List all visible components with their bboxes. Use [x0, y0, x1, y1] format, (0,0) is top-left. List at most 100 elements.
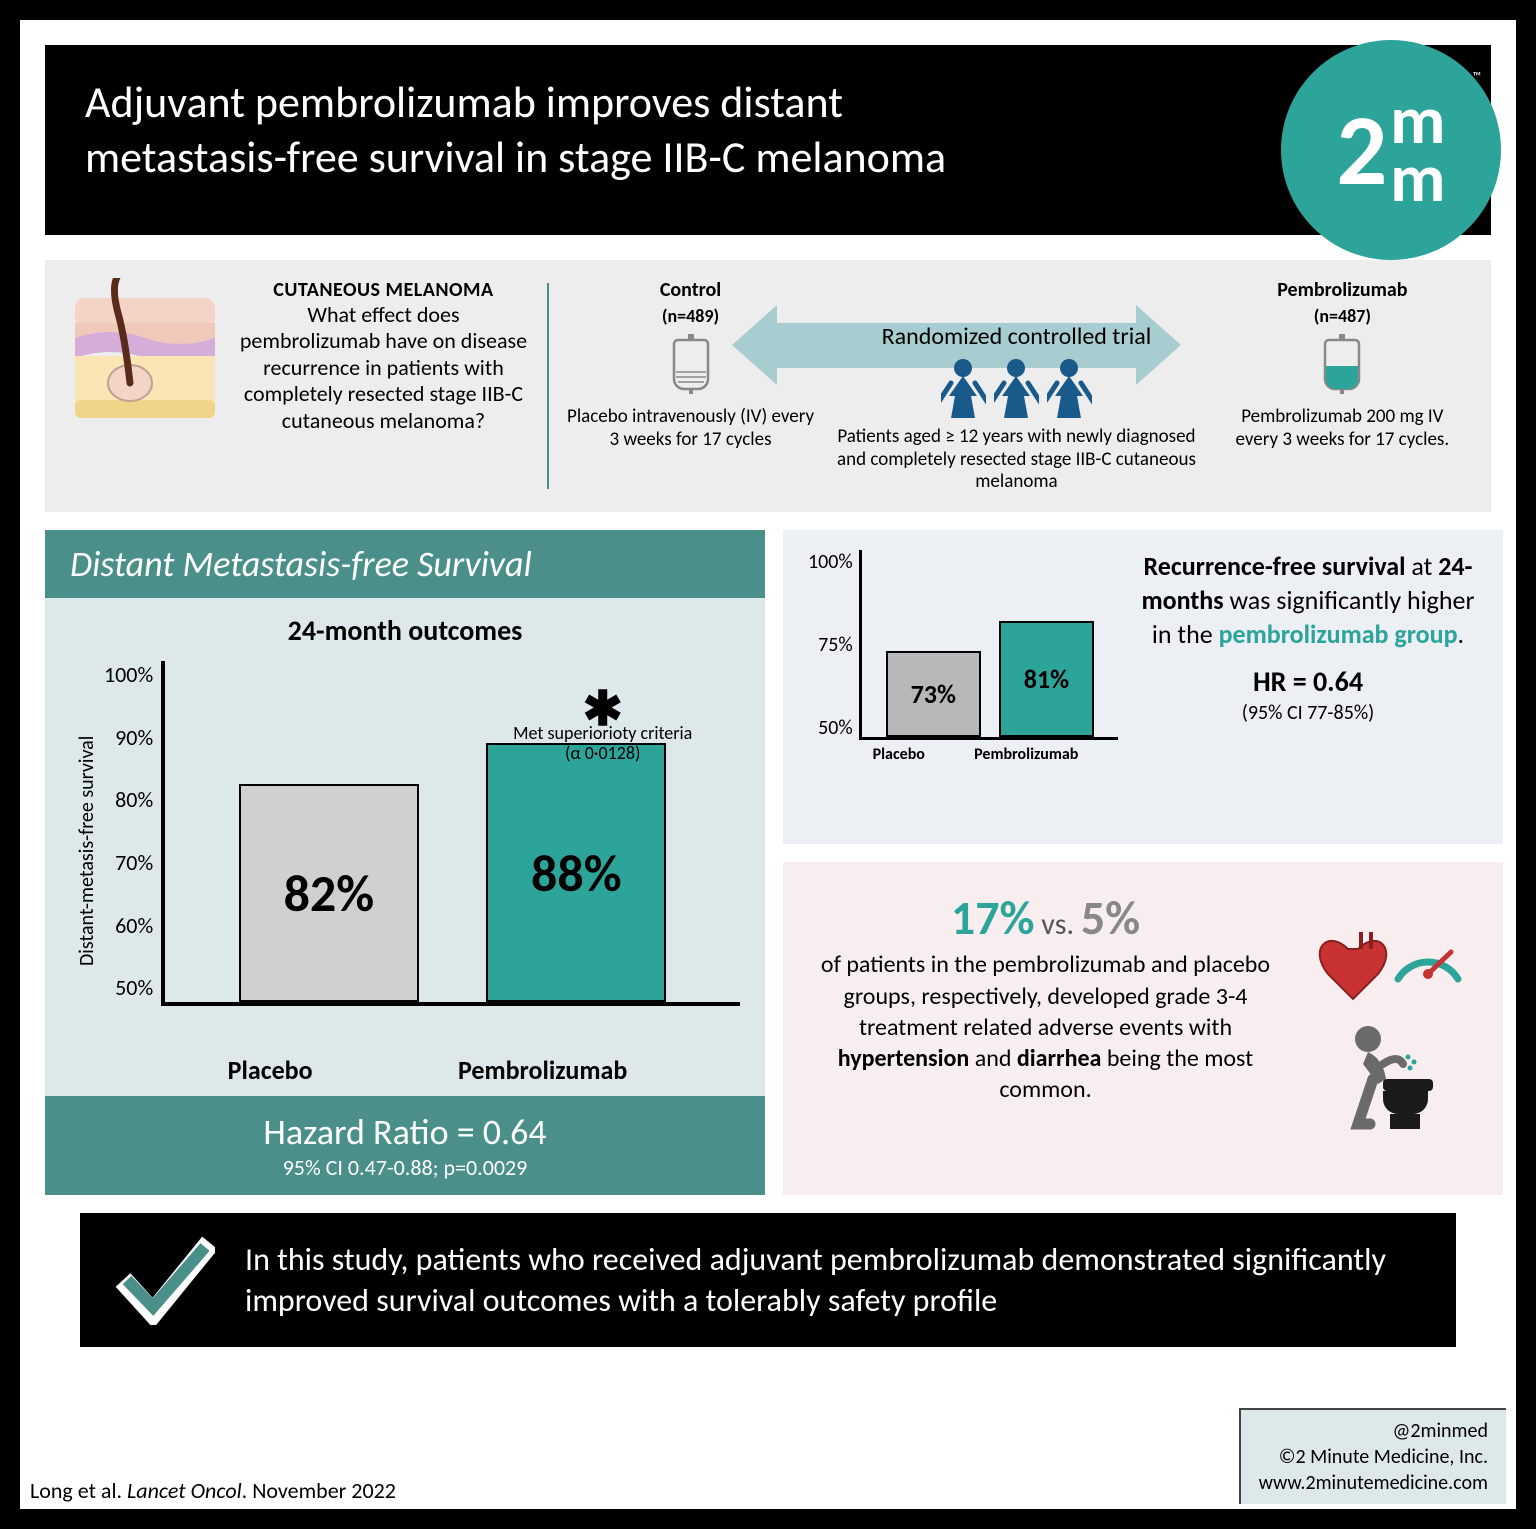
x-label: Pembrolizumab — [974, 745, 1078, 764]
rfs-text-bold1: Recurrence-free survival — [1143, 550, 1405, 582]
y-tick: 50% — [818, 716, 853, 740]
conclusion-band: In this study, patients who received adj… — [80, 1213, 1456, 1347]
logo-number: 2 — [1336, 113, 1387, 188]
copyright-box: @2minmed ©2 Minute Medicine, Inc. www.2m… — [1239, 1408, 1506, 1504]
rfs-bar-value: 81% — [1024, 663, 1069, 695]
brand-logo: 2 m m ™ — [1281, 40, 1501, 260]
ae-bold-hypertension: hypertension — [838, 1044, 970, 1073]
population-block: Randomized controlled trial Patients age… — [832, 278, 1201, 494]
rfs-teal-text: pembrolizumab group — [1219, 618, 1458, 650]
dmfs-panel-title: Distant Metastasis-free Survival — [45, 530, 765, 598]
main-title: Adjuvant pembrolizumab improves distant … — [85, 75, 985, 185]
citation-date: . November 2022 — [242, 1477, 396, 1504]
ae-icon-column — [1303, 887, 1473, 1170]
citation-journal: Lancet Oncol — [127, 1477, 242, 1504]
y-tick: 90% — [115, 724, 153, 751]
dmfs-chart-area: 24-month outcomes Distant-metasis-free s… — [45, 598, 765, 1096]
rfs-bar-treatment: 81% — [999, 621, 1094, 737]
x-label: Pembrolizumab — [458, 1054, 627, 1086]
asterisk-icon: ✱ — [513, 695, 692, 724]
dmfs-y-axis-label: Distant-metasis-free survival — [70, 656, 104, 1046]
rfs-confidence-interval: (95% CI 77-85%) — [1138, 700, 1478, 726]
infographic-frame: Adjuvant pembrolizumab improves distant … — [0, 0, 1536, 1529]
person-icon — [994, 358, 1039, 420]
divider — [547, 283, 549, 489]
x-label: Placebo — [228, 1054, 313, 1086]
rfs-text: at — [1406, 550, 1439, 582]
ae-text-block: 17% vs. 5% of patients in the pembrolizu… — [813, 887, 1278, 1170]
study-question-block: CUTANEOUS MELANOMA What effect does pemb… — [238, 278, 529, 494]
dmfs-confidence-interval: 95% CI 0.47-0.88; p=0.0029 — [55, 1154, 755, 1181]
skin-cross-section-icon — [70, 278, 220, 428]
dmfs-plot-area: 82% ✱ Met superiorioty criteria (α 0·012… — [161, 661, 740, 1006]
rct-label: Randomized controlled trial — [832, 323, 1201, 352]
y-tick: 50% — [115, 974, 153, 1001]
people-icons — [832, 358, 1201, 420]
ae-vs-text: vs. — [1035, 906, 1081, 943]
ae-bold-diarrhea: diarrhea — [1017, 1044, 1102, 1073]
rfs-chart: 100% 75% 50% 73% 81% Placebo — [808, 550, 1118, 829]
person-icon — [1047, 358, 1092, 420]
trademark-icon: ™ — [1473, 70, 1481, 84]
superiority-note: ✱ Met superiorioty criteria (α 0·0128) — [513, 695, 692, 763]
population-description: Patients aged ≥ 12 years with newly diag… — [832, 426, 1201, 494]
y-tick: 100% — [808, 550, 853, 574]
person-toilet-icon — [1328, 1024, 1448, 1134]
dmfs-bar-chart: Distant-metasis-free survival 100% 90% 8… — [70, 656, 740, 1046]
control-description: Placebo intravenously (IV) every 3 weeks… — [567, 406, 814, 452]
rfs-y-ticks: 100% 75% 50% — [808, 550, 859, 740]
person-icon — [941, 358, 986, 420]
dmfs-hazard-ratio: Hazard Ratio = 0.64 — [55, 1110, 755, 1154]
rfs-text: . — [1458, 618, 1465, 650]
rfs-hazard-ratio: HR = 0.64 — [1138, 664, 1478, 700]
adverse-events-panel: 17% vs. 5% of patients in the pembrolizu… — [783, 862, 1503, 1195]
y-tick: 75% — [818, 633, 853, 657]
superiority-text: Met superiorioty criteria — [513, 724, 692, 744]
citation: Long et al. Lancet Oncol. November 2022 — [30, 1477, 396, 1504]
disease-label: CUTANEOUS MELANOMA — [238, 278, 529, 302]
dmfs-panel: Distant Metastasis-free Survival 24-mont… — [45, 530, 765, 1195]
ae-body-text: of patients in the pembrolizumab and pla… — [821, 950, 1270, 1041]
dmfs-bar-value: 82% — [284, 861, 375, 925]
dmfs-stats-footer: Hazard Ratio = 0.64 95% CI 0.47-0.88; p=… — [45, 1096, 765, 1195]
ae-pct-control: 5% — [1081, 888, 1140, 947]
checkmark-icon — [115, 1235, 215, 1325]
dmfs-bar-treatment: ✱ Met superiorioty criteria (α 0·0128) 8… — [486, 743, 666, 1002]
study-question-text: What effect does pembrolizumab have on d… — [238, 302, 529, 434]
dmfs-x-labels: Placebo Pembrolizumab — [70, 1046, 740, 1086]
dmfs-y-ticks: 100% 90% 80% 70% 60% 50% — [104, 661, 161, 1001]
y-tick: 100% — [104, 661, 153, 688]
treatment-description: Pembrolizumab 200 mg IV every 3 weeks fo… — [1219, 406, 1466, 452]
ae-body-text: and — [969, 1044, 1017, 1073]
copyright-text: ©2 Minute Medicine, Inc. — [1259, 1444, 1488, 1470]
heart-gauge-icon — [1313, 924, 1463, 1004]
website-url: www.2minutemedicine.com — [1259, 1470, 1488, 1496]
rfs-bar-placebo: 73% — [886, 651, 981, 737]
rfs-text-block: Recurrence-free survival at 24-months wa… — [1138, 550, 1478, 829]
conclusion-text: In this study, patients who received adj… — [245, 1239, 1421, 1322]
superiority-alpha: (α 0·0128) — [513, 744, 692, 764]
ae-pct-treatment: 17% — [951, 888, 1035, 947]
y-tick: 60% — [115, 912, 153, 939]
x-label: Placebo — [873, 745, 925, 764]
treatment-arm-block: Pembrolizumab (n=487) Pembrolizumab 200 … — [1219, 278, 1466, 494]
logo-m-bottom: m — [1390, 150, 1445, 208]
rfs-plot-area: 73% 81% — [859, 550, 1118, 740]
rfs-panel: 100% 75% 50% 73% 81% Placebo — [783, 530, 1503, 844]
study-design-band: CUTANEOUS MELANOMA What effect does pemb… — [45, 260, 1491, 512]
control-label: Control — [567, 278, 814, 302]
iv-bag-icon — [666, 334, 716, 394]
treatment-label: Pembrolizumab — [1219, 278, 1466, 302]
social-handle: @2minmed — [1259, 1418, 1488, 1444]
dmfs-chart-title: 24-month outcomes — [70, 613, 740, 648]
treatment-n: (n=487) — [1219, 306, 1466, 328]
citation-author: Long et al. — [30, 1477, 127, 1504]
dmfs-bar-placebo: 82% — [239, 784, 419, 1002]
y-tick: 70% — [115, 849, 153, 876]
header-band: Adjuvant pembrolizumab improves distant … — [45, 45, 1491, 235]
rfs-x-labels: Placebo Pembrolizumab — [808, 740, 1118, 764]
iv-bag-filled-icon — [1317, 334, 1367, 394]
dmfs-bar-value: 88% — [531, 841, 622, 905]
y-tick: 80% — [115, 786, 153, 813]
rfs-bar-value: 73% — [911, 678, 956, 710]
